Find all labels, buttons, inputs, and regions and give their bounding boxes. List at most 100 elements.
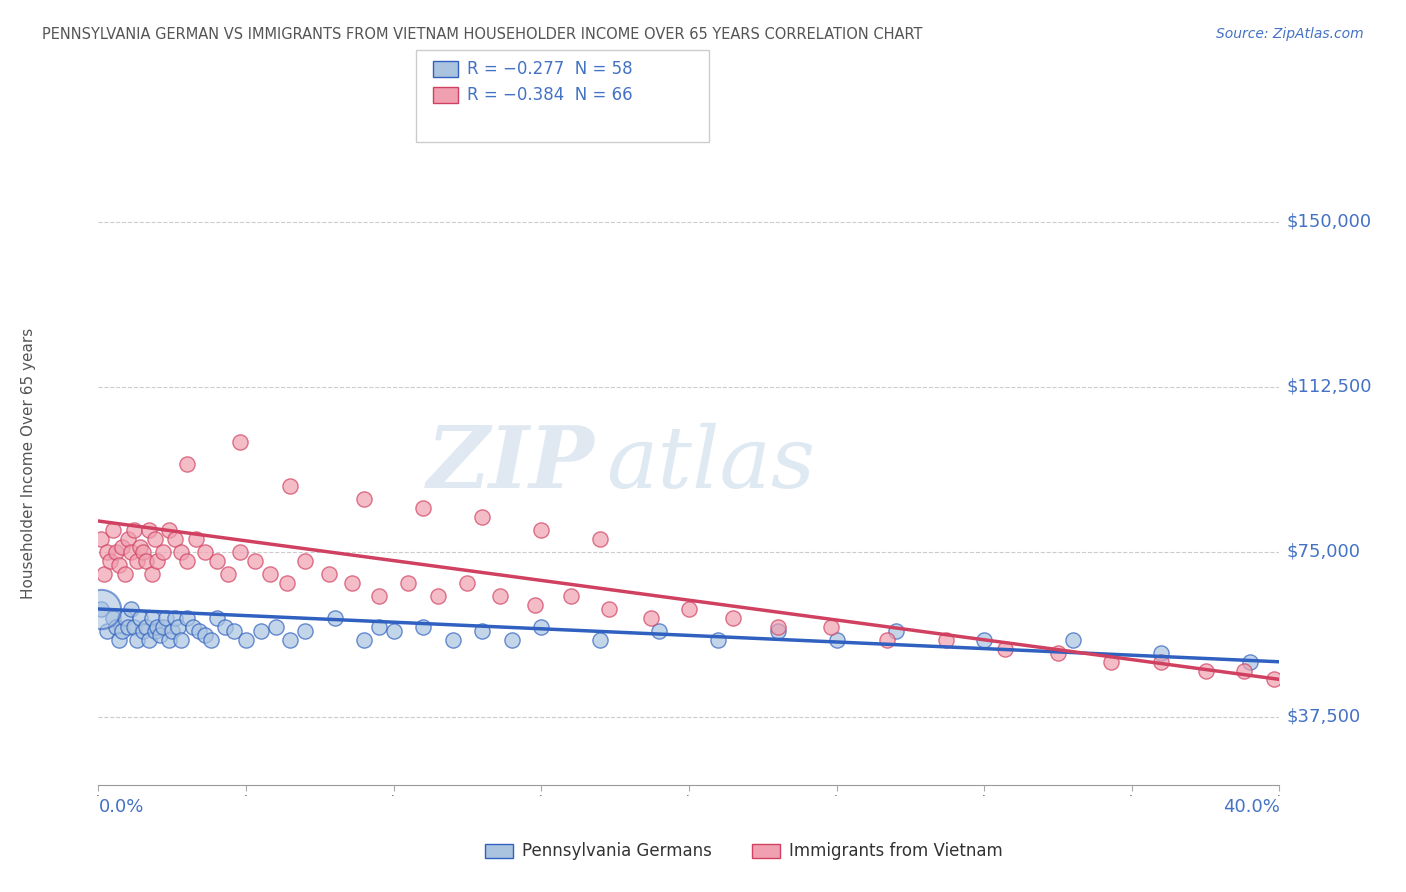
Point: [141, 566, 163, 581]
Point: [170, 632, 193, 647]
Text: 40.0%: 40.0%: [1223, 798, 1279, 816]
Point: [162, 624, 183, 638]
Point: [825, 632, 848, 647]
Point: [146, 619, 169, 633]
Point: [353, 491, 375, 506]
Point: [132, 624, 155, 638]
Point: [214, 619, 236, 633]
Point: [135, 553, 157, 567]
Point: [598, 602, 620, 616]
Point: [229, 545, 252, 559]
Point: [524, 598, 547, 612]
Text: $37,500: $37,500: [1286, 707, 1361, 726]
Point: [138, 523, 160, 537]
Point: [111, 624, 134, 638]
Point: [1239, 655, 1261, 669]
Point: [560, 589, 582, 603]
Point: [176, 457, 198, 471]
Point: [181, 619, 204, 633]
Point: [276, 575, 298, 590]
Text: R = −0.384  N = 66: R = −0.384 N = 66: [467, 87, 633, 104]
Point: [294, 553, 316, 567]
Point: [1150, 646, 1173, 660]
Point: [1150, 655, 1173, 669]
Point: [589, 532, 612, 546]
Point: [640, 611, 662, 625]
Text: $112,500: $112,500: [1286, 378, 1372, 396]
Point: [155, 611, 177, 625]
Point: [108, 558, 131, 572]
Point: [342, 575, 364, 590]
Point: [103, 523, 125, 537]
Point: [120, 602, 142, 616]
Point: [876, 632, 898, 647]
Text: ZIP: ZIP: [426, 422, 595, 506]
Point: [501, 632, 523, 647]
Point: [167, 619, 190, 633]
Point: [1263, 673, 1285, 687]
Text: $75,000: $75,000: [1286, 543, 1361, 561]
Point: [1062, 632, 1084, 647]
Point: [125, 553, 148, 567]
Point: [90, 602, 112, 616]
Point: [412, 500, 434, 515]
Point: [128, 541, 150, 555]
Point: [138, 632, 160, 647]
Point: [278, 479, 302, 493]
Point: [766, 619, 789, 633]
Point: [125, 632, 148, 647]
Point: [250, 624, 273, 638]
Point: [105, 619, 128, 633]
Point: [141, 611, 163, 625]
Point: [721, 611, 744, 625]
Point: [530, 523, 553, 537]
Text: Source: ZipAtlas.com: Source: ZipAtlas.com: [1216, 27, 1364, 41]
Point: [132, 545, 155, 559]
Point: [884, 624, 907, 638]
Text: R = −0.277  N = 58: R = −0.277 N = 58: [467, 60, 633, 78]
Point: [205, 553, 228, 567]
Point: [200, 632, 222, 647]
Point: [1195, 664, 1218, 678]
Point: [973, 632, 995, 647]
Point: [205, 611, 228, 625]
Point: [1233, 664, 1256, 678]
Point: [396, 575, 419, 590]
Text: atlas: atlas: [606, 423, 815, 505]
Point: [128, 611, 150, 625]
Point: [111, 541, 134, 555]
Point: [90, 532, 112, 546]
Point: [165, 611, 187, 625]
Text: Householder Income Over 65 years: Householder Income Over 65 years: [21, 328, 35, 599]
Point: [217, 566, 239, 581]
Point: [456, 575, 478, 590]
Point: [382, 624, 405, 638]
Point: [90, 602, 112, 616]
Point: [648, 624, 671, 638]
Point: [93, 566, 115, 581]
Point: [368, 589, 391, 603]
Point: [98, 553, 121, 567]
Point: [96, 545, 118, 559]
Point: [318, 566, 340, 581]
Point: [1046, 646, 1069, 660]
Point: [187, 624, 209, 638]
Text: 0.0%: 0.0%: [98, 798, 143, 816]
Point: [994, 641, 1017, 656]
Point: [224, 624, 246, 638]
Point: [194, 628, 217, 642]
Point: [105, 545, 128, 559]
Point: [184, 532, 207, 546]
Point: [152, 545, 174, 559]
Point: [243, 553, 266, 567]
Text: $150,000: $150,000: [1286, 213, 1372, 231]
Point: [678, 602, 700, 616]
Point: [152, 619, 174, 633]
Point: [135, 619, 157, 633]
Point: [235, 632, 257, 647]
Text: Pennsylvania Germans: Pennsylvania Germans: [522, 842, 711, 860]
Point: [103, 611, 125, 625]
Text: PENNSYLVANIA GERMAN VS IMMIGRANTS FROM VIETNAM HOUSEHOLDER INCOME OVER 65 YEARS : PENNSYLVANIA GERMAN VS IMMIGRANTS FROM V…: [42, 27, 922, 42]
Point: [120, 545, 142, 559]
Point: [353, 632, 375, 647]
